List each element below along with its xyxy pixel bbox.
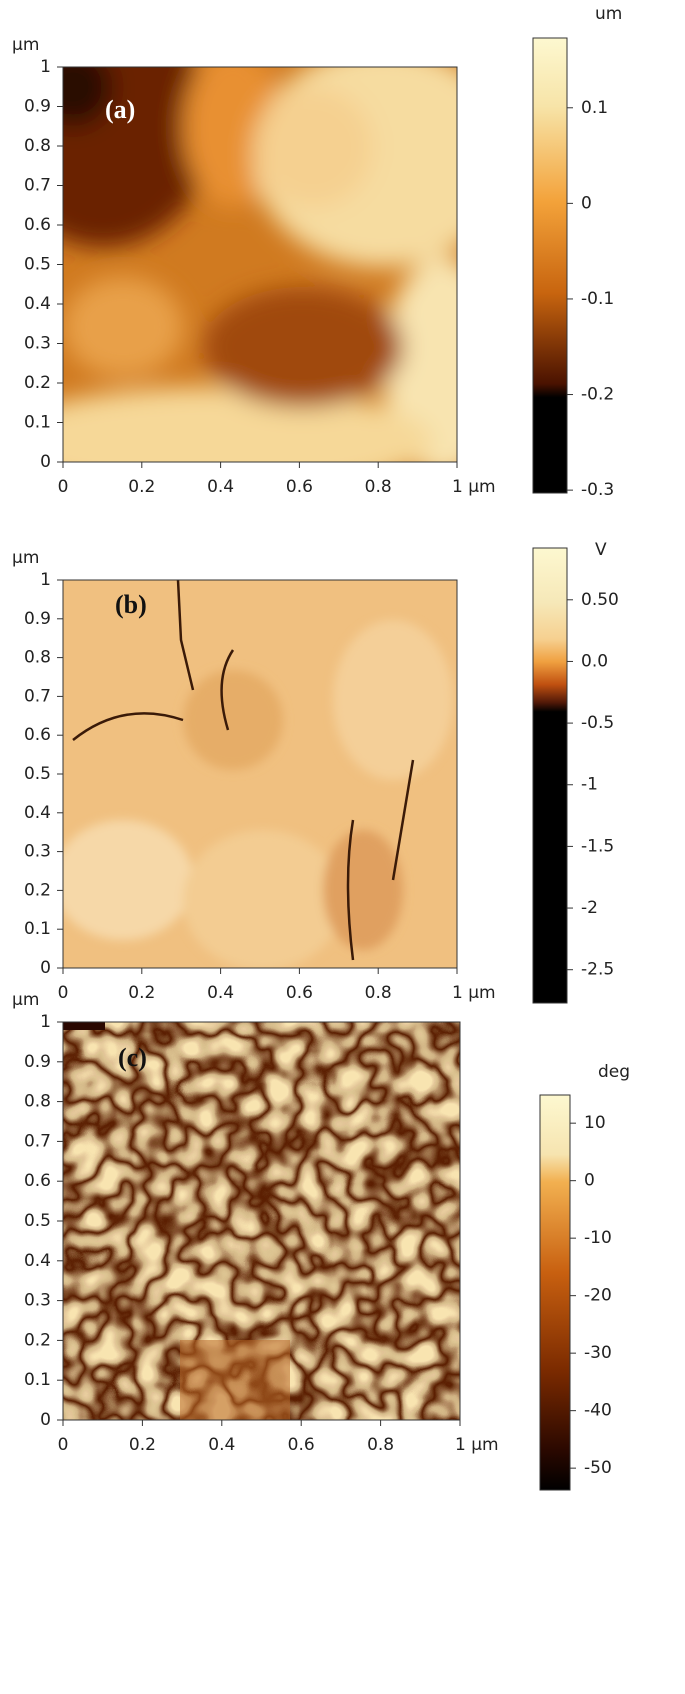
y-tick-label: 0.9 (24, 1052, 51, 1072)
colorbar-tick-label: -0.2 (581, 385, 614, 405)
y-tick-label: 0.3 (24, 334, 51, 354)
x-tick-label: 0.2 (128, 983, 155, 1003)
colorbar (532, 37, 568, 494)
y-tick-label: 0 (40, 452, 51, 472)
x-tick-label: 0.8 (367, 1435, 394, 1455)
x-tick-label: 0.6 (286, 477, 313, 497)
y-tick-label: 0 (40, 1410, 51, 1430)
x-tick-label: 0.2 (128, 477, 155, 497)
colorbar-tick-label: -30 (584, 1343, 612, 1363)
colorbar (539, 1094, 571, 1491)
colorbar-tick-label: -2 (581, 898, 598, 918)
y-axis-label: μm (12, 35, 39, 55)
y-tick-label: 0.9 (24, 97, 51, 117)
y-tick-label: 0.1 (24, 919, 51, 939)
x-tick-label: 0.2 (129, 1435, 156, 1455)
potential-image (63, 580, 457, 968)
y-tick-label: 0.8 (24, 648, 51, 668)
y-tick-label: 1 (40, 1012, 51, 1032)
panel-label: (b) (115, 590, 147, 619)
y-tick-label: 0.6 (24, 725, 51, 745)
colorbar-tick-label: 0.50 (581, 590, 619, 610)
colorbar-unit: um (595, 4, 622, 24)
colorbar-tick-label: -1.5 (581, 836, 614, 856)
panel-label: (c) (118, 1043, 147, 1072)
y-tick-label: 0.3 (24, 842, 51, 862)
colorbar-tick-label: -0.3 (581, 480, 614, 500)
y-tick-label: 0.7 (24, 176, 51, 196)
y-tick-label: 0.9 (24, 609, 51, 629)
colorbar-tick-label: 10 (584, 1113, 606, 1133)
colorbar-unit: deg (598, 1062, 630, 1082)
y-tick-label: 1 (40, 570, 51, 590)
x-tick-label: 0.4 (207, 477, 234, 497)
colorbar-tick-label: -40 (584, 1401, 612, 1421)
y-tick-label: 0.8 (24, 136, 51, 156)
y-tick-label: 0.5 (24, 764, 51, 784)
x-tick-label: 0.6 (288, 1435, 315, 1455)
colorbar-tick-label: -0.5 (581, 713, 614, 733)
colorbar-tick-label: 0 (581, 193, 592, 213)
colorbar-tick-label: -2.5 (581, 960, 614, 980)
x-tick-label: 0 (58, 983, 69, 1003)
x-tick-label: 0.8 (365, 983, 392, 1003)
colorbar-unit: V (595, 540, 607, 560)
colorbar-tick-label: -50 (584, 1458, 612, 1478)
y-tick-label: 0.1 (24, 413, 51, 433)
colorbar-tick-label: -10 (584, 1228, 612, 1248)
height-image (63, 67, 457, 462)
y-tick-label: 0.6 (24, 215, 51, 235)
y-tick-label: 0.4 (24, 1251, 51, 1271)
x-tick-label: 0 (58, 1435, 69, 1455)
y-tick-label: 0.4 (24, 803, 51, 823)
panel-label: (a) (105, 95, 135, 124)
colorbar (532, 547, 568, 1004)
x-tick-label: 1 μm (455, 1435, 499, 1455)
colorbar-tick-label: -1 (581, 775, 598, 795)
colorbar-tick-label: 0.0 (581, 651, 608, 671)
colorbar-tick-label: 0 (584, 1171, 595, 1191)
y-axis-label: μm (12, 548, 39, 568)
phase-image (63, 1022, 460, 1420)
x-tick-label: 0.8 (365, 477, 392, 497)
y-tick-label: 0 (40, 958, 51, 978)
y-tick-label: 0.2 (24, 373, 51, 393)
x-tick-label: 0.6 (286, 983, 313, 1003)
colorbar-tick-label: -0.1 (581, 289, 614, 309)
y-tick-label: 0.6 (24, 1171, 51, 1191)
y-tick-label: 0.3 (24, 1291, 51, 1311)
y-axis-label: μm (12, 990, 39, 1010)
y-tick-label: 0.2 (24, 1330, 51, 1350)
y-tick-label: 0.5 (24, 1211, 51, 1231)
y-tick-label: 0.4 (24, 294, 51, 314)
x-tick-label: 0.4 (208, 1435, 235, 1455)
y-tick-label: 1 (40, 57, 51, 77)
colorbar-tick-label: 0.1 (581, 98, 608, 118)
y-tick-label: 0.7 (24, 1131, 51, 1151)
x-tick-label: 1 μm (452, 477, 496, 497)
x-tick-label: 1 μm (452, 983, 496, 1003)
y-tick-label: 0.2 (24, 880, 51, 900)
colorbar-tick-label: -20 (584, 1286, 612, 1306)
y-tick-label: 0.1 (24, 1370, 51, 1390)
y-tick-label: 0.5 (24, 255, 51, 275)
x-tick-label: 0.4 (207, 983, 234, 1003)
y-tick-label: 0.8 (24, 1092, 51, 1112)
y-tick-label: 0.7 (24, 686, 51, 706)
x-tick-label: 0 (58, 477, 69, 497)
